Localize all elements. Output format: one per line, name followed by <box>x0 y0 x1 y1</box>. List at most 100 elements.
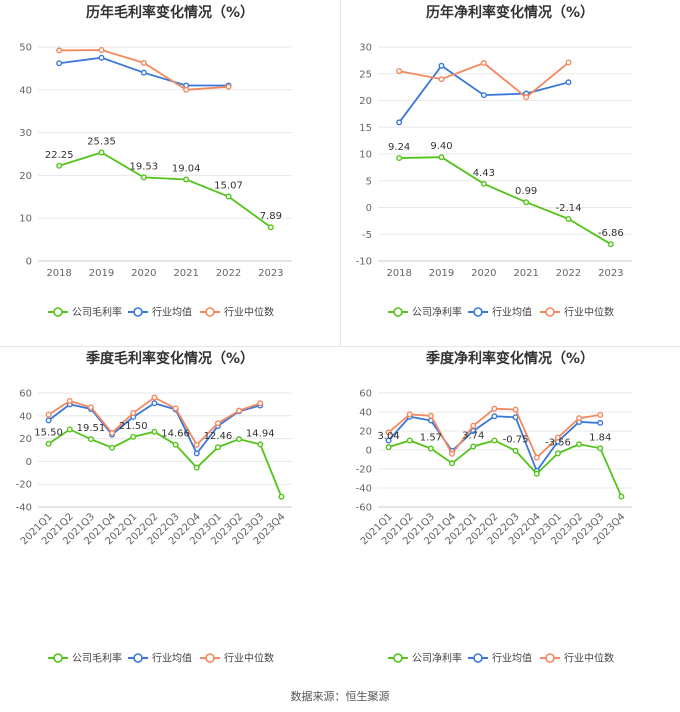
legend-label: 行业均值 <box>492 306 532 319</box>
x-tick-label: 2018 <box>386 268 411 279</box>
y-tick-label: 0 <box>366 203 372 214</box>
y-tick-label: 0 <box>26 257 32 268</box>
data-point <box>140 69 147 76</box>
legend-swatch-marker <box>205 653 215 663</box>
data-point <box>257 400 264 407</box>
legend-label: 公司毛利率 <box>72 306 122 319</box>
y-tick-label: 20 <box>359 96 372 107</box>
legend-label: 行业中位数 <box>224 306 274 319</box>
vertical-divider <box>340 0 341 346</box>
y-tick-label: -20 <box>356 465 372 476</box>
chart-quarterly-gross-margin: 季度毛利率变化情况（%） -40 -20 0 20 40 60 2021Q1 2021Q2 202… <box>0 346 340 692</box>
series-line <box>58 151 272 228</box>
data-point <box>554 450 561 457</box>
data-point <box>225 83 232 90</box>
data-point <box>193 464 200 471</box>
data-point <box>607 241 614 248</box>
legend-label: 行业均值 <box>152 306 192 319</box>
data-point <box>449 460 456 467</box>
legend-swatch-marker <box>393 307 403 317</box>
y-tick-label: 30 <box>359 43 372 54</box>
y-tick-label: -10 <box>356 257 372 268</box>
x-tick-label: 2019 <box>429 268 454 279</box>
y-tick-label: 30 <box>19 128 32 139</box>
legend-swatch-marker <box>53 653 63 663</box>
data-label: 1.84 <box>589 432 611 443</box>
legend-swatch-marker <box>393 653 403 663</box>
data-label: -3.56 <box>545 437 571 448</box>
legend-label: 公司净利率 <box>412 652 462 665</box>
legend-label: 行业均值 <box>492 652 532 665</box>
data-label: -2.14 <box>556 203 582 214</box>
y-tick-label: 60 <box>359 389 372 400</box>
x-tick-label: 2022 <box>216 268 241 279</box>
x-tick-label: 2021 <box>173 268 198 279</box>
data-label: -6.86 <box>598 228 624 239</box>
data-point <box>565 59 572 66</box>
data-point <box>523 199 530 206</box>
data-label: 7.89 <box>260 211 282 222</box>
x-tick-label: 2020 <box>131 268 156 279</box>
data-point <box>480 92 487 99</box>
data-point <box>554 434 561 441</box>
data-point <box>172 405 179 412</box>
y-tick-label: 5 <box>366 176 372 187</box>
x-tick-label: 2019 <box>89 268 114 279</box>
data-point <box>193 450 200 457</box>
y-tick-label: -20 <box>16 480 32 491</box>
data-point <box>491 405 498 412</box>
data-point <box>130 409 137 416</box>
chart-title: 季度毛利率变化情况（%） <box>85 350 254 367</box>
y-tick-label: 0 <box>26 457 32 468</box>
data-point <box>406 411 413 418</box>
data-point <box>151 394 158 401</box>
data-point <box>45 417 52 424</box>
data-point <box>406 437 413 444</box>
legend-swatch-marker <box>133 307 143 317</box>
legend-swatch-marker <box>545 653 555 663</box>
data-point <box>512 414 519 421</box>
data-point <box>491 437 498 444</box>
chart-annual-gross-margin: 历年毛利率变化情况（%） 0 10 20 30 40 50 2018 2019 2020 2021 2… <box>0 0 340 346</box>
data-point <box>396 119 403 126</box>
data-point <box>130 433 137 440</box>
data-label: 19.53 <box>130 161 159 172</box>
chart-quarterly-net-margin: 季度净利率变化情况（%） -60 -40 -20 0 20 40 60 2021Q1 2021Q2… <box>340 346 680 692</box>
data-point <box>533 470 540 477</box>
y-tick-label: 60 <box>19 389 32 400</box>
legend-label: 行业中位数 <box>224 652 274 665</box>
x-tick-label: 2023 <box>598 268 623 279</box>
data-label: 12.46 <box>204 431 233 442</box>
data-label: 3.04 <box>377 431 399 442</box>
data-point <box>470 443 477 450</box>
legend-swatch-marker <box>473 307 483 317</box>
data-point <box>565 79 572 86</box>
legend-swatch-marker <box>205 307 215 317</box>
y-tick-label: 20 <box>19 434 32 445</box>
data-point <box>438 76 445 83</box>
data-label: 15.50 <box>34 428 63 439</box>
y-tick-label: 50 <box>19 43 32 54</box>
data-point <box>597 411 604 418</box>
data-point <box>140 59 147 66</box>
y-tick-label: 0 <box>366 446 372 457</box>
data-point <box>438 62 445 69</box>
chart-svg: 历年毛利率变化情况（%） 0 10 20 30 40 50 2018 2019 2020 2021 2… <box>19 4 292 319</box>
y-tick-label: -40 <box>16 503 32 514</box>
data-point <box>183 176 190 183</box>
data-point <box>98 54 105 61</box>
data-point <box>140 174 147 181</box>
chart-title: 历年毛利率变化情况（%） <box>86 4 254 21</box>
data-point <box>533 454 540 461</box>
data-point <box>385 444 392 451</box>
y-tick-label: 20 <box>359 427 372 438</box>
x-tick-label: 2018 <box>46 268 71 279</box>
data-point <box>56 47 63 54</box>
data-point <box>512 406 519 413</box>
data-point <box>278 493 285 500</box>
data-point <box>470 422 477 429</box>
data-label: 3.74 <box>462 430 484 441</box>
data-label: 25.35 <box>87 137 116 148</box>
data-point <box>427 445 434 452</box>
data-point <box>480 60 487 67</box>
